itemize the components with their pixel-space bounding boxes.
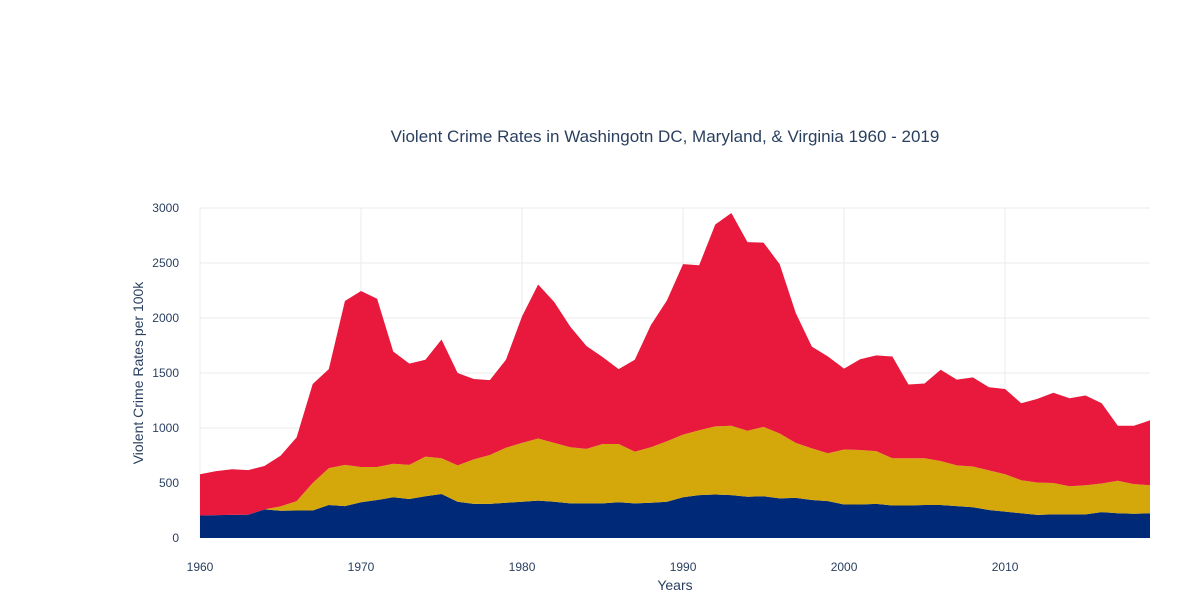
y-tick-label: 2500 xyxy=(152,256,179,270)
y-tick-label: 1500 xyxy=(152,366,179,380)
x-tick-label: 1980 xyxy=(509,560,536,574)
y-tick-label: 3000 xyxy=(152,201,179,215)
x-tick-label: 1990 xyxy=(670,560,697,574)
x-tick-label: 2010 xyxy=(992,560,1019,574)
y-axis-title: Violent Crime Rates per 100k xyxy=(130,281,146,465)
area-series-1 xyxy=(200,494,1150,538)
y-tick-label: 2000 xyxy=(152,311,179,325)
x-tick-label: 2000 xyxy=(831,560,858,574)
y-tick-label: 500 xyxy=(159,476,179,490)
x-axis-ticks: 1960 1970 1980 1990 2000 2010 xyxy=(187,560,1019,574)
plot-areas xyxy=(200,212,1150,538)
area-series-3 xyxy=(200,212,1150,516)
x-axis-title: Years xyxy=(657,577,692,593)
chart-title: Violent Crime Rates in Washingotn DC, Ma… xyxy=(391,127,940,146)
y-axis-ticks: 0 500 1000 1500 2000 2500 3000 xyxy=(152,201,179,545)
area-series-2 xyxy=(200,425,1150,516)
x-tick-label: 1970 xyxy=(348,560,375,574)
y-tick-label: 1000 xyxy=(152,421,179,435)
x-tick-label: 1960 xyxy=(187,560,214,574)
y-tick-label: 0 xyxy=(172,531,179,545)
